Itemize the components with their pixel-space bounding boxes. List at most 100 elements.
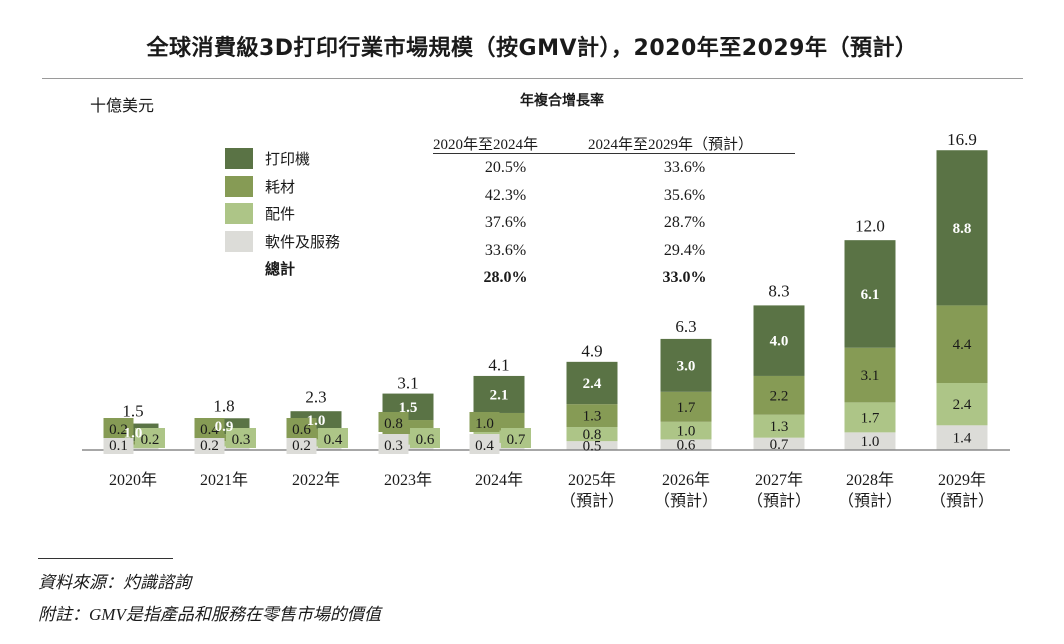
value-label-chip [286, 418, 317, 438]
x-axis-tick-label: 2028年 [846, 471, 894, 489]
segment-value-label: 1.3 [770, 419, 789, 435]
x-axis-tick-label: 2023年 [384, 471, 432, 489]
y-axis-unit-label: 十億美元 [90, 96, 155, 115]
segment-value-label: 1.7 [677, 400, 696, 416]
total-value-label: 2.3 [305, 387, 326, 406]
segment-value-label: 0.7 [770, 437, 789, 453]
value-label-chip [378, 434, 409, 454]
bar-segment-consumables [753, 375, 805, 415]
cagr-row-consumables: 42.3% 35.6% [433, 182, 795, 210]
segment-value-label: 0.2 [109, 422, 128, 438]
x-axis-tick-label: 2026年 [662, 471, 710, 489]
bar-segment-printers [936, 150, 988, 306]
cagr-value: 42.3% [484, 186, 527, 204]
segment-value-label: 3.0 [677, 358, 696, 374]
legend-label: 軟件及服務 [265, 232, 341, 251]
chart-title: 全球消費級3D打印行業市場規模（按GMV計），2020年至2029年（預計） [146, 36, 918, 61]
gmv-note: 附註：GMV是指產品和服務在零售市場的價值 [38, 605, 381, 624]
bar-segment-accessories [753, 414, 805, 438]
value-label-chip [135, 428, 165, 448]
bar-segment-accessories [844, 402, 896, 433]
cagr-value: 20.5% [484, 159, 527, 176]
total-value-label: 1.5 [122, 402, 143, 421]
bar-segment-software-services [844, 432, 896, 450]
x-axis-tick-sublabel: （預計） [560, 492, 624, 510]
segment-value-label: 0.4 [324, 432, 343, 448]
total-value-label: 16.9 [947, 130, 977, 149]
segment-value-label: 1.4 [953, 431, 972, 447]
x-axis-tick-label: 2025年 [568, 471, 616, 489]
title-divider [42, 78, 1023, 79]
x-axis-tick-label: 2021年 [200, 471, 248, 489]
x-axis-tick-sublabel: （預計） [930, 492, 994, 510]
cagr-value: 37.6% [484, 214, 527, 231]
total-value-label: 8.3 [768, 282, 789, 301]
cagr-row-total: 28.0% 33.0% [433, 264, 795, 292]
segment-value-label: 6.1 [861, 287, 880, 303]
value-label-chip [194, 418, 225, 438]
segment-value-label: 1.7 [861, 410, 880, 426]
segment-value-label: 0.2 [200, 438, 219, 454]
segment-value-label: 0.3 [384, 438, 403, 454]
cagr-header-2020-2024: 2020年至2024年 [433, 137, 539, 153]
cagr-title: 年複合增長率 [520, 93, 604, 109]
bar-segment-consumables [660, 391, 712, 422]
x-axis-tick-label: 2022年 [292, 471, 340, 489]
value-label-chip [469, 434, 500, 454]
segment-value-label: 2.4 [583, 376, 602, 392]
bar-segment-printers [473, 375, 525, 413]
bar-segment-accessories [660, 421, 712, 440]
x-axis-tick-label: 2024年 [475, 471, 523, 489]
bars-group [107, 150, 988, 450]
cagr-value: 33.6% [663, 159, 706, 176]
footnote-divider [38, 558, 173, 559]
bar-segment-accessories [566, 427, 618, 442]
cagr-value: 29.4% [663, 241, 706, 259]
segment-value-label: 0.1 [109, 438, 128, 454]
total-value-label: 1.8 [213, 396, 234, 415]
segment-value-label: 2.2 [770, 388, 789, 404]
legend-label-total: 總計 [265, 260, 296, 278]
value-label-chip [410, 428, 440, 448]
cagr-value: 33.6% [484, 241, 527, 259]
x-axis-tick-label: 2027年 [755, 471, 803, 489]
total-value-label: 3.1 [397, 373, 418, 392]
bar-segment-accessories [936, 382, 988, 426]
x-axis-tick-sublabel: （預計） [654, 492, 718, 510]
x-axis-tick-label: 2029年 [938, 471, 986, 489]
value-label-chip [378, 412, 409, 432]
value-label-chip [194, 434, 225, 454]
segment-value-label: 1.0 [861, 434, 880, 450]
cagr-table: 2020年至2024年 2024年至2029年（預計） 20.5% 33.6% … [433, 133, 795, 292]
cagr-value: 28.7% [663, 214, 706, 231]
cagr-value: 33.0% [662, 269, 707, 286]
segment-value-label: 4.4 [953, 337, 972, 353]
total-value-label: 6.3 [675, 317, 696, 336]
value-label-chip [103, 418, 134, 438]
segment-value-label: 1.5 [399, 400, 418, 416]
segment-value-label: 0.4 [200, 422, 219, 438]
segment-value-label: 0.8 [384, 416, 403, 432]
segment-value-label: 2.4 [953, 397, 972, 413]
segment-value-label: 0.5 [583, 439, 602, 455]
segment-value-label: 8.8 [953, 221, 972, 237]
segment-value-label: 1.0 [124, 425, 143, 441]
value-label-chip [286, 434, 317, 454]
segment-value-label: 1.0 [307, 413, 326, 429]
x-axis-tick-label: 2020年 [109, 471, 157, 489]
cagr-value: 28.0% [483, 269, 528, 286]
bar-segment-software-services [936, 425, 988, 450]
bar-segment-consumables [566, 404, 618, 428]
legend-label: 耗材 [265, 177, 296, 196]
segment-value-label: 4.0 [770, 334, 789, 350]
source-note: 資料來源：灼識諮詢 [38, 573, 191, 592]
legend-label: 打印機 [265, 150, 311, 168]
segment-value-label: 1.0 [677, 424, 696, 440]
cagr-row-printers: 20.5% 33.6% [433, 154, 795, 182]
bar-segment-consumables [844, 347, 896, 403]
segment-value-label: 0.6 [416, 432, 435, 448]
segment-value-label: 0.7 [507, 432, 526, 448]
bar-segment-software-services [753, 437, 805, 450]
